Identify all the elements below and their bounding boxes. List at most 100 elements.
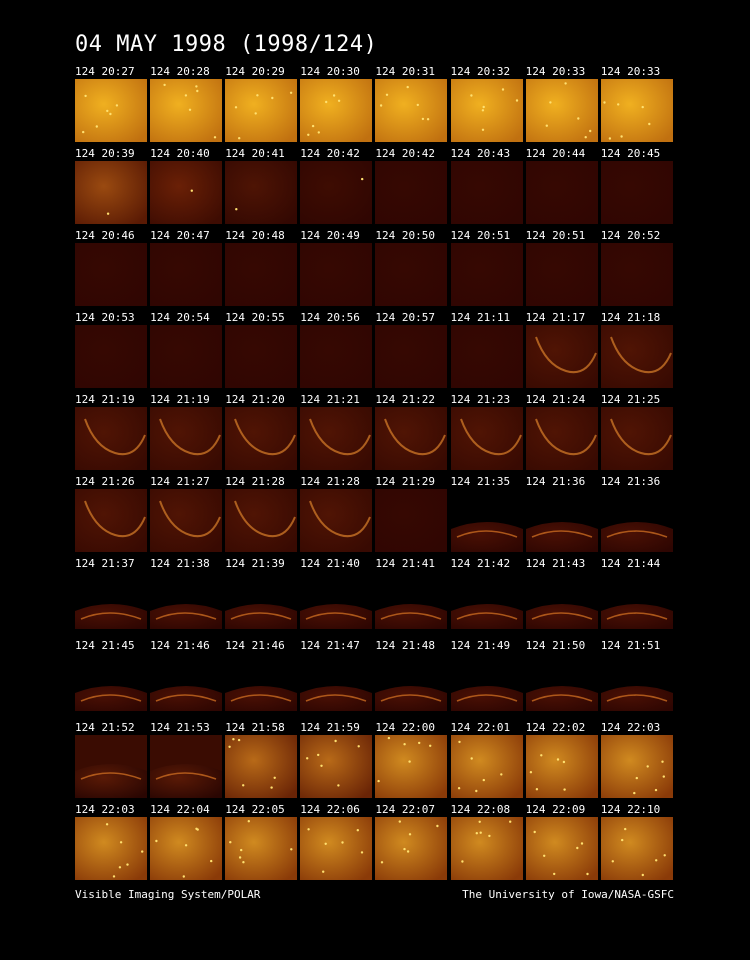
polar-vis-image [75, 243, 147, 306]
frame-timestamp: 124 20:42 [300, 147, 360, 160]
polar-vis-image [450, 597, 523, 629]
polar-vis-image [450, 325, 523, 388]
frame-timestamp: 124 21:22 [375, 393, 435, 406]
frame-timestamp: 124 20:48 [225, 229, 285, 242]
polar-vis-image [375, 161, 448, 224]
polar-vis-image [600, 735, 673, 798]
frame-timestamp: 124 21:49 [450, 639, 511, 652]
polar-vis-image [375, 489, 448, 552]
polar-vis-image [450, 79, 523, 142]
polar-vis-image [150, 735, 223, 798]
polar-vis-image [450, 679, 523, 711]
frame-timestamp: 124 21:46 [225, 639, 285, 652]
polar-vis-image [525, 735, 598, 798]
polar-vis-image [75, 161, 147, 224]
polar-vis-image [450, 515, 523, 552]
frame-timestamp: 124 21:23 [450, 393, 511, 406]
polar-vis-image [375, 597, 448, 629]
frame-timestamp: 124 20:45 [600, 147, 661, 160]
frame-timestamp: 124 20:32 [450, 65, 511, 78]
frame-timestamp: 124 21:35 [450, 475, 511, 488]
polar-vis-image [375, 407, 448, 470]
polar-vis-image [150, 407, 223, 470]
polar-vis-image [75, 817, 147, 880]
polar-vis-image [600, 679, 673, 711]
frame-timestamp: 124 21:36 [600, 475, 661, 488]
polar-vis-image [600, 407, 673, 470]
frame-timestamp: 124 21:40 [300, 557, 360, 570]
footer-instrument-credit: Visible Imaging System/POLAR [75, 888, 261, 901]
polar-vis-image [375, 79, 448, 142]
frame-timestamp: 124 21:11 [450, 311, 511, 324]
polar-vis-image [75, 489, 147, 552]
frame-timestamp: 124 21:19 [75, 393, 135, 406]
polar-vis-image [525, 325, 598, 388]
frame-timestamp: 124 21:20 [225, 393, 285, 406]
frame-timestamp: 124 21:38 [150, 557, 210, 570]
polar-vis-image [75, 407, 147, 470]
frame-timestamp: 124 21:48 [375, 639, 435, 652]
frame-timestamp: 124 21:45 [75, 639, 135, 652]
frame-timestamp: 124 21:36 [525, 475, 586, 488]
polar-vis-image [375, 817, 448, 880]
polar-vis-image [150, 79, 223, 142]
frame-timestamp: 124 22:05 [225, 803, 285, 816]
polar-vis-image [450, 817, 523, 880]
polar-vis-image [75, 679, 147, 711]
frame-timestamp: 124 21:18 [600, 311, 661, 324]
frame-timestamp: 124 21:28 [300, 475, 360, 488]
polar-vis-image [525, 243, 598, 306]
frame-timestamp: 124 21:28 [225, 475, 285, 488]
frame-timestamp: 124 20:49 [300, 229, 360, 242]
frame-timestamp: 124 21:47 [300, 639, 360, 652]
frame-timestamp: 124 22:09 [525, 803, 586, 816]
polar-vis-image [600, 79, 673, 142]
polar-vis-image [150, 597, 223, 629]
polar-vis-image [600, 161, 673, 224]
polar-vis-image [75, 735, 147, 798]
polar-vis-image [525, 407, 598, 470]
polar-vis-image [450, 243, 523, 306]
polar-vis-image [600, 597, 673, 629]
frame-timestamp: 124 21:43 [525, 557, 586, 570]
frame-timestamp: 124 22:03 [75, 803, 135, 816]
polar-vis-image [75, 597, 147, 629]
frame-timestamp: 124 22:08 [450, 803, 511, 816]
polar-vis-image [150, 489, 223, 552]
polar-vis-image [525, 597, 598, 629]
frame-timestamp: 124 20:51 [450, 229, 511, 242]
frame-timestamp: 124 21:27 [150, 475, 210, 488]
frame-timestamp: 124 21:46 [150, 639, 210, 652]
polar-vis-image [225, 489, 298, 552]
frame-timestamp: 124 20:50 [375, 229, 435, 242]
polar-vis-image [450, 407, 523, 470]
frame-timestamp: 124 21:44 [600, 557, 661, 570]
frame-timestamp: 124 21:59 [300, 721, 360, 734]
polar-vis-image [600, 515, 673, 552]
polar-vis-image [525, 679, 598, 711]
frame-timestamp: 124 20:29 [225, 65, 285, 78]
polar-vis-image [225, 679, 298, 711]
frame-timestamp: 124 20:42 [375, 147, 435, 160]
frame-timestamp: 124 22:00 [375, 721, 435, 734]
page-title: 04 MAY 1998 (1998/124) [75, 32, 378, 57]
polar-vis-image [375, 735, 448, 798]
polar-vis-image [150, 161, 223, 224]
frame-timestamp: 124 20:39 [75, 147, 135, 160]
polar-vis-image [600, 243, 673, 306]
polar-vis-image [225, 597, 298, 629]
frame-timestamp: 124 21:42 [450, 557, 511, 570]
frame-timestamp: 124 20:40 [150, 147, 210, 160]
footer-institution-credit: The University of Iowa/NASA-GSFC [462, 888, 674, 901]
frame-timestamp: 124 21:37 [75, 557, 135, 570]
polar-vis-image [75, 325, 147, 388]
frame-timestamp: 124 21:24 [525, 393, 586, 406]
polar-vis-image [300, 817, 373, 880]
polar-vis-image [525, 161, 598, 224]
frame-timestamp: 124 20:28 [150, 65, 210, 78]
polar-vis-image [150, 817, 223, 880]
frame-timestamp: 124 22:01 [450, 721, 511, 734]
frame-timestamp: 124 20:56 [300, 311, 360, 324]
frame-timestamp: 124 21:29 [375, 475, 435, 488]
polar-vis-image [300, 79, 373, 142]
